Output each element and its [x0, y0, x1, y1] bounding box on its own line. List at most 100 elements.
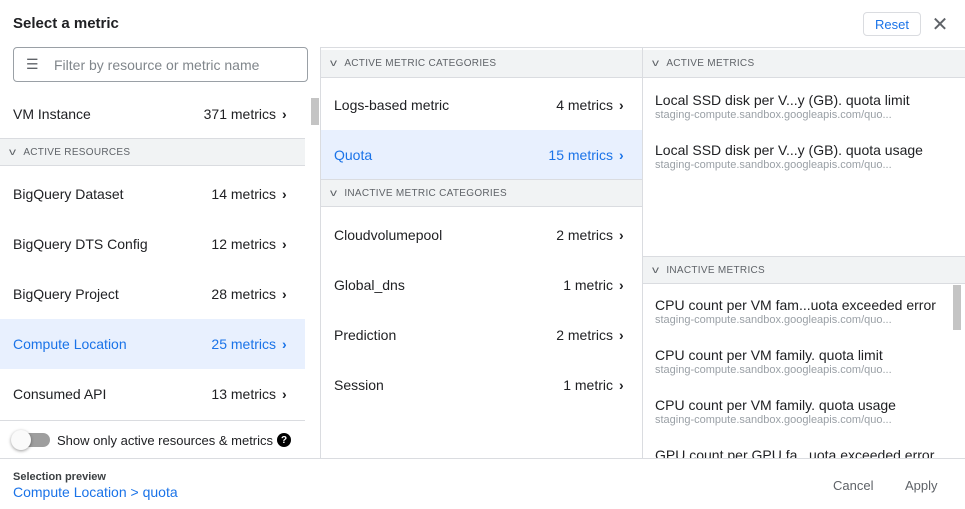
- metric-path: staging-compute.sandbox.googleapis.com/q…: [655, 414, 892, 426]
- resource-count: 371 metrics: [203, 106, 276, 122]
- footer: [0, 458, 965, 509]
- inactive-categories-header[interactable]: v INACTIVE METRIC CATEGORIES: [321, 179, 642, 207]
- item-label: Prediction: [334, 327, 397, 343]
- resources-column: ☰ Filter by resource or metric name VM I…: [0, 47, 321, 458]
- item-count: 2 metrics: [556, 327, 613, 343]
- metric-path: staging-compute.sandbox.googleapis.com/q…: [655, 159, 892, 171]
- resource-item[interactable]: BigQuery Project 28 metrics ›: [0, 269, 305, 319]
- categories-column: v ACTIVE METRIC CATEGORIES Logs-based me…: [321, 47, 643, 458]
- chevron-right-icon: ›: [619, 277, 624, 293]
- item-label: Consumed API: [13, 386, 107, 402]
- metric-item[interactable]: CPU count per VM family. quota limit stag…: [643, 335, 953, 385]
- filter-icon: ☰: [26, 56, 39, 72]
- metric-item[interactable]: Local SSD disk per V...y (GB). quota usa…: [643, 130, 953, 180]
- selection-preview-value[interactable]: Compute Location > quota: [13, 484, 178, 500]
- metric-name: Local SSD disk per V...y (GB). quota lim…: [655, 92, 910, 108]
- chevron-down-icon: v: [329, 187, 338, 199]
- resource-label: VM Instance: [13, 106, 91, 122]
- chevron-right-icon: ›: [619, 147, 624, 163]
- item-label: Compute Location: [13, 336, 127, 352]
- dialog-title: Select a metric: [13, 15, 119, 32]
- item-count: 15 metrics: [548, 147, 613, 163]
- chevron-right-icon: ›: [282, 386, 287, 402]
- chevron-down-icon: v: [651, 264, 660, 276]
- item-label: BigQuery Project: [13, 286, 119, 302]
- metric-path: staging-compute.sandbox.googleapis.com/q…: [655, 364, 892, 376]
- chevron-right-icon: ›: [282, 106, 287, 122]
- item-count: 1 metric: [563, 377, 613, 393]
- active-metrics-header[interactable]: v ACTIVE METRICS: [643, 50, 965, 78]
- chevron-down-icon: v: [329, 58, 338, 69]
- metric-name: Local SSD disk per V...y (GB). quota usa…: [655, 142, 923, 158]
- category-item[interactable]: Cloudvolumepool 2 metrics ›: [321, 210, 642, 260]
- divider: [0, 420, 305, 421]
- section-label: ACTIVE RESOURCES: [23, 146, 131, 158]
- resource-item[interactable]: BigQuery DTS Config 12 metrics ›: [0, 219, 305, 269]
- chevron-right-icon: ›: [619, 327, 624, 343]
- metrics-column: v ACTIVE METRICS Local SSD disk per V...…: [643, 47, 965, 458]
- item-count: 1 metric: [563, 277, 613, 293]
- resource-item[interactable]: BigQuery Dataset 14 metrics ›: [0, 169, 305, 219]
- category-item[interactable]: Prediction 2 metrics ›: [321, 310, 642, 360]
- chevron-down-icon: v: [651, 58, 660, 69]
- item-count: 28 metrics: [211, 286, 276, 302]
- close-icon[interactable]: ✕: [931, 13, 949, 36]
- toggle-label: Show only active resources & metrics: [57, 433, 274, 448]
- item-label: Global_dns: [334, 277, 405, 293]
- active-categories-header[interactable]: v ACTIVE METRIC CATEGORIES: [321, 50, 642, 78]
- category-item[interactable]: Global_dns 1 metric ›: [321, 260, 642, 310]
- metric-path: staging-compute.sandbox.googleapis.com/q…: [655, 109, 892, 121]
- cancel-button[interactable]: Cancel: [833, 478, 874, 493]
- active-resources-header[interactable]: v ACTIVE RESOURCES: [0, 138, 305, 166]
- filter-placeholder: Filter by resource or metric name: [54, 56, 260, 73]
- chevron-right-icon: ›: [282, 186, 287, 202]
- scrollbar[interactable]: [953, 285, 961, 330]
- metric-item[interactable]: CPU count per VM family. quota usage stag…: [643, 385, 953, 435]
- metric-item[interactable]: Local SSD disk per V...y (GB). quota lim…: [643, 80, 953, 130]
- metric-item[interactable]: GPU count per GPU fa...uota exceeded err…: [643, 435, 953, 458]
- resource-item-vm-instance[interactable]: VM Instance 371 metrics ›: [0, 89, 305, 139]
- item-count: 25 metrics: [211, 336, 276, 352]
- chevron-right-icon: ›: [282, 336, 287, 352]
- item-label: BigQuery Dataset: [13, 186, 124, 202]
- metric-path: staging-compute.sandbox.googleapis.com/q…: [655, 314, 892, 326]
- metric-item[interactable]: CPU count per VM fam...uota exceeded err…: [643, 285, 953, 335]
- item-label: Session: [334, 377, 384, 393]
- metric-name: CPU count per VM fam...uota exceeded err…: [655, 297, 936, 313]
- section-label: ACTIVE METRIC CATEGORIES: [344, 58, 497, 69]
- reset-button[interactable]: Reset: [863, 12, 921, 36]
- metric-name: CPU count per VM family. quota usage: [655, 397, 896, 413]
- metric-name: GPU count per GPU fa...uota exceeded err…: [655, 447, 935, 458]
- section-label: ACTIVE METRICS: [666, 58, 755, 69]
- chevron-right-icon: ›: [282, 286, 287, 302]
- item-count: 14 metrics: [211, 186, 276, 202]
- item-count: 12 metrics: [211, 236, 276, 252]
- item-label: Logs-based metric: [334, 97, 450, 113]
- toggle-knob[interactable]: [11, 430, 31, 450]
- chevron-right-icon: ›: [619, 227, 624, 243]
- resource-item[interactable]: Compute Location 25 metrics ›: [0, 319, 305, 369]
- metric-name: CPU count per VM family. quota limit: [655, 347, 883, 363]
- help-icon[interactable]: ?: [277, 433, 291, 447]
- item-label: Quota: [334, 147, 373, 163]
- chevron-right-icon: ›: [282, 236, 287, 252]
- item-count: 13 metrics: [211, 386, 276, 402]
- category-item[interactable]: Session 1 metric ›: [321, 360, 642, 410]
- scrollbar[interactable]: [311, 98, 319, 125]
- item-label: BigQuery DTS Config: [13, 236, 148, 252]
- selection-preview-label: Selection preview: [13, 471, 106, 483]
- item-label: Cloudvolumepool: [334, 227, 443, 243]
- category-item[interactable]: Logs-based metric 4 metrics ›: [321, 80, 642, 130]
- chevron-right-icon: ›: [619, 377, 624, 393]
- section-label: INACTIVE METRICS: [666, 264, 766, 276]
- inactive-metrics-header[interactable]: v INACTIVE METRICS: [643, 256, 965, 284]
- category-item[interactable]: Quota 15 metrics ›: [321, 130, 642, 180]
- chevron-right-icon: ›: [619, 97, 624, 113]
- chevron-down-icon: v: [8, 146, 17, 158]
- apply-button[interactable]: Apply: [905, 478, 938, 493]
- section-label: INACTIVE METRIC CATEGORIES: [344, 187, 507, 199]
- item-count: 2 metrics: [556, 227, 613, 243]
- resource-item[interactable]: Consumed API 13 metrics ›: [0, 369, 305, 419]
- filter-input[interactable]: ☰ Filter by resource or metric name: [13, 47, 308, 82]
- item-count: 4 metrics: [556, 97, 613, 113]
